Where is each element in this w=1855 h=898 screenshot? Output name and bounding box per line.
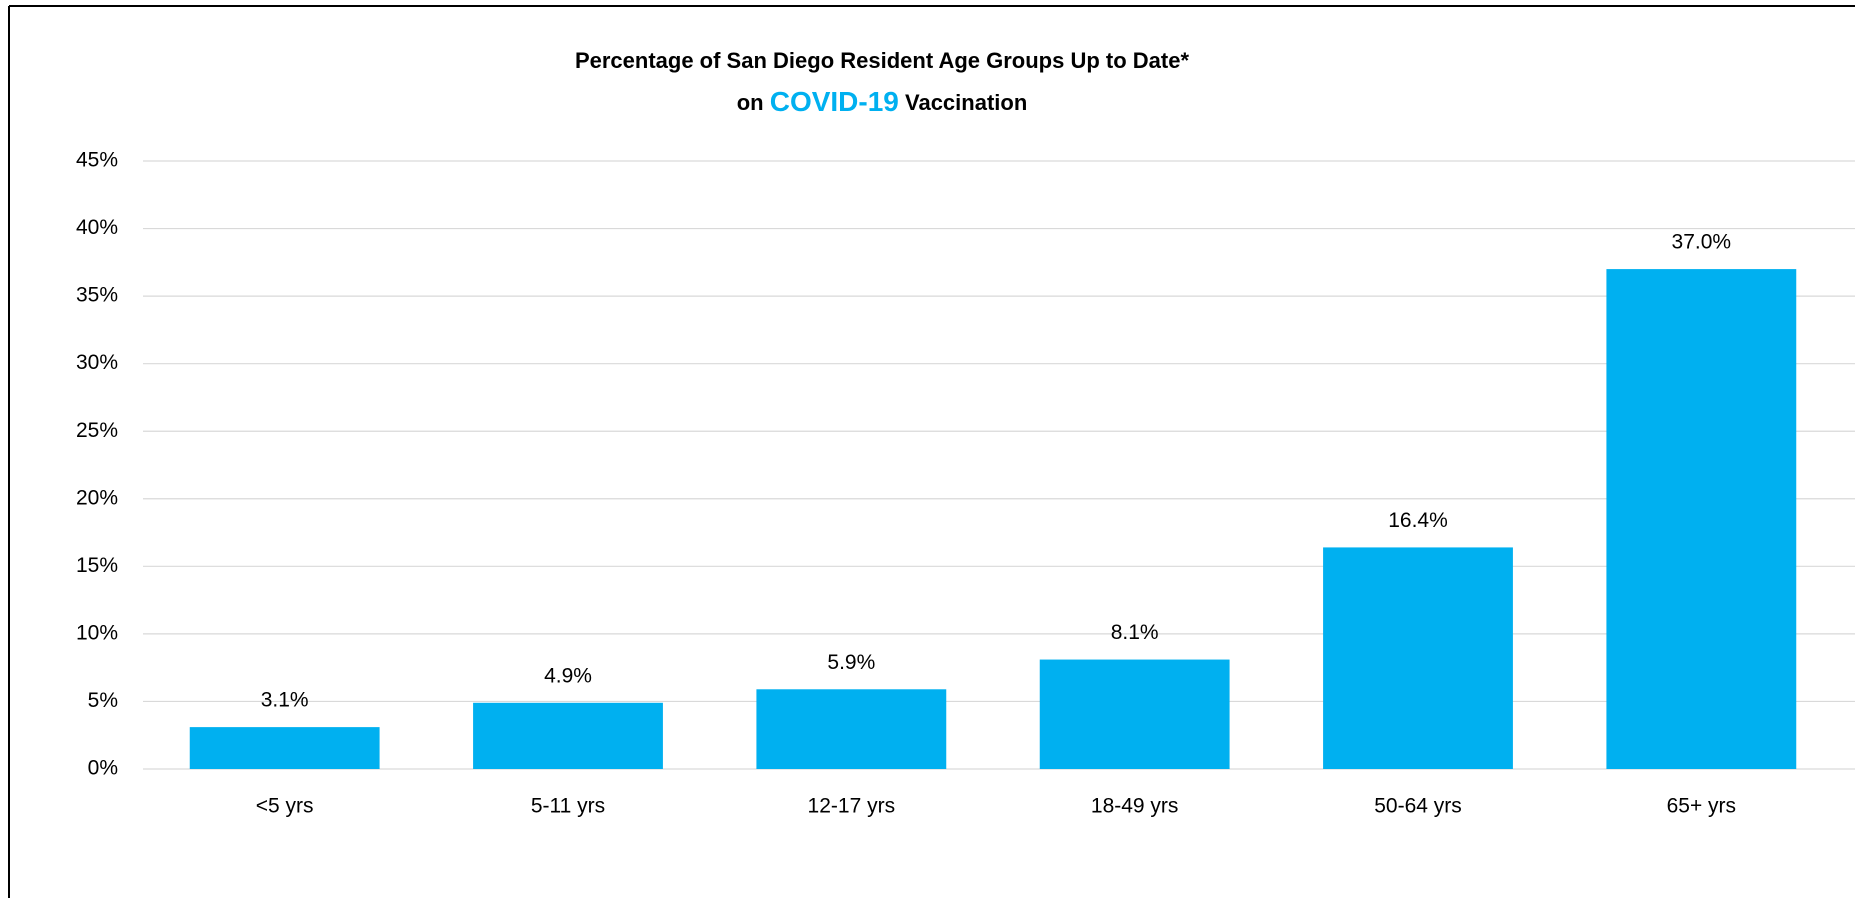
x-tick-label: 12-17 yrs — [808, 795, 896, 818]
y-tick-label: 15% — [76, 554, 118, 577]
x-tick-label: 65+ yrs — [1667, 795, 1736, 818]
y-tick-label: 35% — [76, 284, 118, 307]
x-tick-label: 18-49 yrs — [1091, 795, 1179, 818]
y-tick-label: 40% — [76, 216, 118, 239]
title-word: on — [737, 90, 764, 115]
x-tick-label: 5-11 yrs — [531, 795, 605, 818]
data-label: 4.9% — [544, 664, 592, 687]
data-label: 37.0% — [1672, 231, 1732, 254]
data-label: 5.9% — [827, 651, 875, 674]
title-highlight: COVID-19 — [770, 86, 899, 117]
x-tick-label: 50-64 yrs — [1374, 795, 1462, 818]
bar — [473, 702, 663, 769]
y-tick-label: 30% — [76, 351, 118, 374]
y-tick-label: 5% — [88, 689, 118, 712]
y-tick-label: 0% — [88, 757, 118, 780]
bar — [756, 689, 947, 769]
y-tick-label: 25% — [76, 419, 118, 442]
bar — [1323, 547, 1513, 769]
y-tick-label: 45% — [76, 149, 118, 172]
y-tick-label: 20% — [76, 486, 118, 509]
y-tick-label: 10% — [76, 621, 118, 644]
chart-title: Percentage of San Diego Resident Age Gro… — [575, 48, 1190, 73]
data-label: 16.4% — [1388, 509, 1448, 532]
x-tick-label: <5 yrs — [256, 795, 314, 818]
bar — [1606, 269, 1797, 769]
data-label: 3.1% — [261, 689, 309, 712]
bar — [1039, 659, 1230, 769]
title-word: Vaccination — [905, 90, 1027, 115]
chart-title-line2: on COVID-19 Vaccination — [737, 86, 1028, 117]
data-label: 8.1% — [1111, 621, 1159, 644]
bar — [189, 727, 380, 769]
